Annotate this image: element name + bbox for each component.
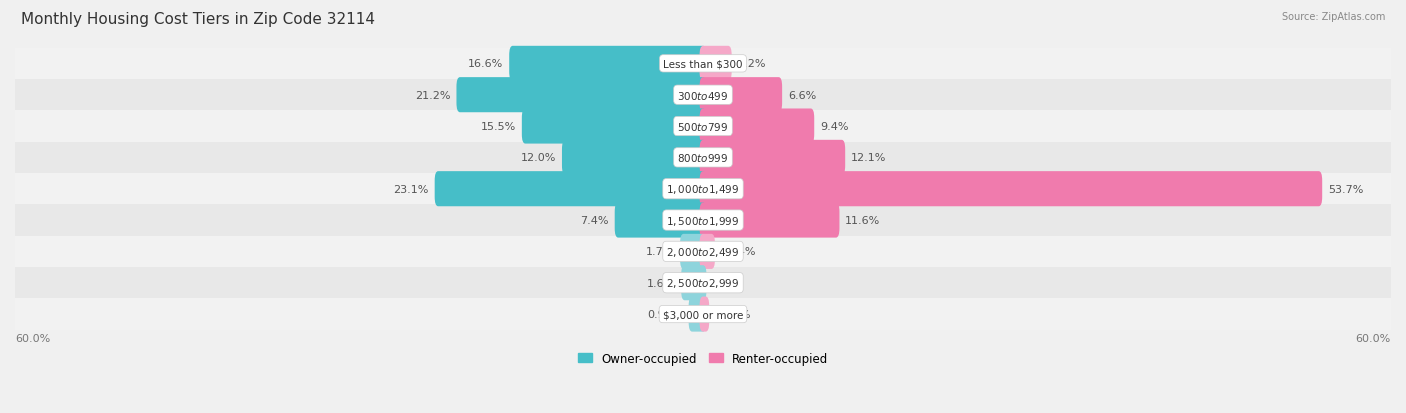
Bar <box>0 236 1406 267</box>
Text: $3,000 or more: $3,000 or more <box>662 309 744 319</box>
Text: 23.1%: 23.1% <box>394 184 429 194</box>
FancyBboxPatch shape <box>700 140 845 176</box>
Text: 0.24%: 0.24% <box>714 309 751 319</box>
Text: $800 to $999: $800 to $999 <box>678 152 728 164</box>
Bar <box>0 205 1406 236</box>
Text: 11.6%: 11.6% <box>845 216 880 225</box>
Text: 9.4%: 9.4% <box>820 122 848 132</box>
Legend: Owner-occupied, Renter-occupied: Owner-occupied, Renter-occupied <box>572 347 834 370</box>
FancyBboxPatch shape <box>522 109 706 144</box>
FancyBboxPatch shape <box>700 297 709 332</box>
Text: 12.0%: 12.0% <box>520 153 557 163</box>
Text: 1.7%: 1.7% <box>645 247 675 257</box>
Text: 15.5%: 15.5% <box>481 122 516 132</box>
Text: 16.6%: 16.6% <box>468 59 503 69</box>
Text: 6.6%: 6.6% <box>787 90 815 100</box>
Bar <box>0 299 1406 330</box>
FancyBboxPatch shape <box>700 78 782 113</box>
Bar <box>0 111 1406 142</box>
Text: 21.2%: 21.2% <box>415 90 451 100</box>
Text: 53.7%: 53.7% <box>1327 184 1364 194</box>
FancyBboxPatch shape <box>700 234 714 269</box>
Text: 12.1%: 12.1% <box>851 153 886 163</box>
Text: Less than $300: Less than $300 <box>664 59 742 69</box>
Text: 60.0%: 60.0% <box>15 334 51 344</box>
Text: Monthly Housing Cost Tiers in Zip Code 32114: Monthly Housing Cost Tiers in Zip Code 3… <box>21 12 375 27</box>
Text: $1,500 to $1,999: $1,500 to $1,999 <box>666 214 740 227</box>
Text: 0.95%: 0.95% <box>648 309 683 319</box>
FancyBboxPatch shape <box>682 266 706 301</box>
Bar <box>0 173 1406 205</box>
FancyBboxPatch shape <box>700 47 731 82</box>
FancyBboxPatch shape <box>700 172 1322 207</box>
Bar <box>0 267 1406 299</box>
Text: $1,000 to $1,499: $1,000 to $1,499 <box>666 183 740 196</box>
Text: $300 to $499: $300 to $499 <box>678 90 728 102</box>
FancyBboxPatch shape <box>700 109 814 144</box>
Text: 0.0%: 0.0% <box>713 278 741 288</box>
Text: 1.6%: 1.6% <box>647 278 675 288</box>
Bar <box>0 49 1406 80</box>
FancyBboxPatch shape <box>681 234 706 269</box>
Bar <box>0 142 1406 173</box>
Bar <box>0 80 1406 111</box>
Text: Source: ZipAtlas.com: Source: ZipAtlas.com <box>1281 12 1385 22</box>
FancyBboxPatch shape <box>700 203 839 238</box>
Text: 0.74%: 0.74% <box>721 247 756 257</box>
FancyBboxPatch shape <box>562 140 706 176</box>
Text: $500 to $799: $500 to $799 <box>678 121 728 133</box>
Text: 60.0%: 60.0% <box>1355 334 1391 344</box>
Text: $2,000 to $2,499: $2,000 to $2,499 <box>666 245 740 258</box>
FancyBboxPatch shape <box>614 203 706 238</box>
Text: 7.4%: 7.4% <box>581 216 609 225</box>
FancyBboxPatch shape <box>689 297 706 332</box>
Text: 2.2%: 2.2% <box>737 59 766 69</box>
FancyBboxPatch shape <box>457 78 706 113</box>
FancyBboxPatch shape <box>509 47 706 82</box>
Text: $2,500 to $2,999: $2,500 to $2,999 <box>666 277 740 290</box>
FancyBboxPatch shape <box>434 172 706 207</box>
